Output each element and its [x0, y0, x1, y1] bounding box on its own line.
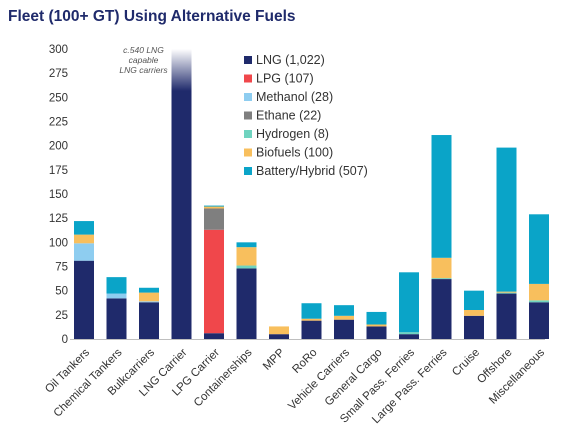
bar-segment-lpg-carrier-lng-1-022 — [204, 333, 224, 339]
y-tick-label: 275 — [49, 68, 68, 80]
y-tick-label: 75 — [55, 262, 68, 274]
legend-swatch-battery-hybrid-507 — [244, 167, 252, 175]
legend-label-biofuels-100: Biofuels (100) — [256, 146, 333, 160]
y-tick-label: 125 — [49, 213, 68, 225]
x-tick-label-roro: RoRo — [290, 347, 319, 376]
bar-segment-cruise-lng-1-022 — [464, 315, 484, 339]
bar-segment-containerships-biofuels-100 — [236, 247, 257, 266]
legend-label-lng-1-022: LNG (1,022) — [256, 53, 325, 67]
bar-segment-offshore-hydrogen-8 — [496, 292, 517, 294]
chart-title: Fleet (100+ GT) Using Alternative Fuels — [8, 8, 296, 25]
bar-segment-large-pass-ferries-hydrogen-8 — [431, 278, 452, 280]
bar-segment-bulkcarriers-battery-hybrid-507 — [139, 287, 159, 293]
bars — [74, 49, 549, 339]
y-tick-label: 175 — [49, 165, 68, 177]
bar-segment-oil-tankers-biofuels-100 — [74, 234, 94, 244]
y-tick-label: 250 — [49, 92, 68, 104]
y-tick-label: 150 — [49, 189, 68, 201]
bar-segment-general-cargo-battery-hybrid-507 — [366, 311, 387, 325]
y-tick-label: 25 — [55, 310, 68, 322]
x-tick-label-containerships: Containerships — [192, 346, 255, 409]
annotation: c.540 LNG capable LNG carriers — [119, 45, 168, 75]
bar-segment-miscellaneous-hydrogen-8 — [529, 300, 549, 303]
legend-label-methanol-28: Methanol (28) — [256, 90, 333, 104]
y-tick-label: 225 — [49, 117, 68, 129]
bar-segment-chemical-tankers-lng-1-022 — [106, 298, 127, 339]
legend-label-battery-hybrid-507: Battery/Hybrid (507) — [256, 164, 368, 178]
y-tick-label: 200 — [49, 141, 68, 153]
y-tick-label: 300 — [49, 44, 68, 56]
x-tick-label-general-cargo: General Cargo — [323, 347, 385, 409]
bar-segment-oil-tankers-methanol-28 — [74, 243, 94, 261]
bar-segment-miscellaneous-biofuels-100 — [529, 283, 549, 301]
bar-segment-offshore-biofuels-100 — [496, 291, 517, 293]
y-tick-label: 0 — [62, 334, 68, 346]
bar-segment-lpg-carrier-ethane-22 — [204, 208, 224, 230]
legend-swatch-biofuels-100 — [244, 148, 252, 157]
bar-segment-roro-lng-1-022 — [301, 320, 322, 339]
bar-segment-vehicle-carriers-battery-hybrid-507 — [334, 305, 354, 316]
bar-segment-lpg-carrier-biofuels-100 — [204, 206, 224, 209]
legend-swatch-lpg-107 — [244, 74, 252, 83]
bar-segment-cruise-biofuels-100 — [464, 310, 484, 316]
legend-label-hydrogen-8: Hydrogen (8) — [256, 127, 329, 141]
bar-segment-large-pass-ferries-biofuels-100 — [431, 257, 452, 279]
bar-segment-large-pass-ferries-battery-hybrid-507 — [431, 135, 452, 258]
bar-segment-offshore-lng-1-022 — [496, 293, 517, 339]
bar-segment-vehicle-carriers-lng-1-022 — [334, 319, 354, 339]
legend-swatch-lng-1-022 — [244, 56, 252, 64]
legend-label-lpg-107: LPG (107) — [256, 72, 314, 86]
bar-segment-lpg-carrier-battery-hybrid-507 — [204, 205, 224, 207]
bar-segment-offshore-battery-hybrid-507 — [496, 147, 517, 292]
bar-segment-vehicle-carriers-biofuels-100 — [334, 315, 354, 320]
bar-segment-small-pass-ferries-battery-hybrid-507 — [399, 272, 419, 333]
bar-segment-miscellaneous-battery-hybrid-507 — [529, 214, 549, 284]
bar-segment-bulkcarriers-methanol-28 — [139, 301, 159, 303]
y-axis: 0 25 50 75 100 125 150 175 200 225 250 275 300 — [49, 44, 68, 346]
legend-label-ethane-22: Ethane (22) — [256, 109, 321, 123]
legend-swatch-methanol-28 — [244, 93, 252, 101]
legend-swatch-hydrogen-8 — [244, 130, 252, 138]
y-tick-label: 100 — [49, 237, 68, 249]
bar-segment-lng-carrier-lng-1-022 — [171, 91, 192, 339]
bar-segment-chemical-tankers-methanol-28 — [106, 293, 127, 299]
bar-segment-bulkcarriers-lng-1-022 — [139, 302, 159, 339]
bar-segment-bulkcarriers-biofuels-100 — [139, 292, 159, 302]
bar-segment-mpp-biofuels-100 — [269, 326, 289, 335]
legend-swatch-ethane-22 — [244, 111, 252, 120]
bar-segment-chemical-tankers-battery-hybrid-507 — [106, 277, 127, 294]
bar-segment-general-cargo-lng-1-022 — [366, 326, 387, 339]
bar-segment-containerships-hydrogen-8 — [236, 265, 257, 269]
bar-segment-small-pass-ferries-lng-1-022 — [399, 334, 419, 339]
legend: LNG (1,022) LPG (107) Methanol (28) Ethane … — [244, 53, 368, 178]
x-tick-label-mpp: MPP — [261, 346, 287, 372]
bar-segment-oil-tankers-lng-1-022 — [74, 260, 94, 339]
bar-segment-miscellaneous-lng-1-022 — [529, 302, 549, 339]
bar-segment-containerships-battery-hybrid-507 — [236, 242, 257, 248]
bar-segment-lpg-carrier-lpg-107 — [204, 229, 224, 334]
bar-segment-small-pass-ferries-hydrogen-8 — [399, 332, 419, 335]
bar-segment-oil-tankers-battery-hybrid-507 — [74, 221, 94, 235]
bar-segment-roro-biofuels-100 — [301, 318, 322, 321]
bar-segment-general-cargo-biofuels-100 — [366, 324, 387, 327]
x-tick-label-cruise: Cruise — [450, 347, 482, 379]
bar-segment-cruise-battery-hybrid-507 — [464, 290, 484, 310]
y-tick-label: 50 — [55, 286, 68, 298]
bar-segment-mpp-lng-1-022 — [269, 334, 289, 339]
bar-segment-roro-battery-hybrid-507 — [301, 303, 322, 319]
bar-segment-containerships-lng-1-022 — [236, 268, 257, 339]
bar-segment-large-pass-ferries-lng-1-022 — [431, 279, 452, 339]
bar-segment-lng-carrier-lng-1-022-fade — [171, 49, 192, 91]
